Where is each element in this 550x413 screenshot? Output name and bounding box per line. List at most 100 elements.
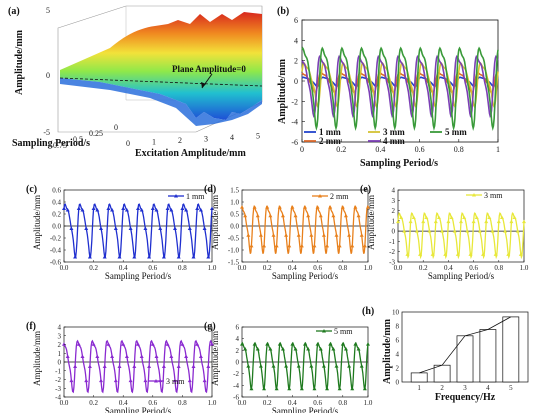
xtick-label: 0.4 [288,399,297,407]
series-marker [362,386,367,391]
series-marker [84,378,89,383]
series-marker [462,215,467,220]
panel-b-legend: 1 mm 3 mm 5 mm 2 mm 4 mm [304,127,467,146]
ytick-label: -0.4 [50,247,62,255]
series-marker [366,342,370,346]
xtick-label: 0.4 [119,264,128,272]
panel-a-xtick: 0 [126,139,130,148]
series-marker [158,226,163,230]
panel-b-xtick: 0.6 [415,145,425,154]
ytick-label: 1 [58,350,62,358]
panel-a-xtick: 4 [230,133,234,142]
series-marker [143,378,148,383]
series-marker [258,364,263,368]
ytick-label: 4 [236,335,240,343]
panel-a-zero-plane-line [59,77,263,87]
series-marker [271,233,276,237]
series-marker [139,354,144,359]
series-marker [169,354,174,359]
series-marker [184,208,189,212]
series-marker [477,229,482,233]
series-marker [280,347,285,351]
series-marker [161,255,166,259]
panel-h-bar [479,329,497,383]
series-marker [350,386,355,391]
series-marker [195,206,200,211]
series-marker [136,342,140,346]
xtick-label: 1.0 [208,264,217,272]
series-marker [396,219,400,224]
panel-a-ytick: 0.5 [73,135,83,144]
ytick-label: 0.0 [230,223,239,231]
series-marker [113,378,118,383]
series-marker [503,229,508,233]
xtick-label: 0.0 [238,264,247,272]
series-marker [452,229,457,233]
series-marker [290,205,295,209]
series-marker [73,364,78,369]
panel-a-xtick: 3 [204,135,208,144]
panel-h-xtick: 5 [509,384,513,392]
series-marker [318,213,323,218]
series-marker [106,342,111,346]
xtick-label: 0.8 [338,264,347,272]
series-marker [165,206,170,211]
ytick-label: 2 [236,347,240,355]
series-marker [325,386,330,391]
panel-b-xlabel: Sampling Period/s [360,158,438,169]
ytick-label: 0.6 [52,187,61,195]
ytick-label: -2 [55,376,61,384]
ytick-label: -1.0 [228,247,240,255]
panel-a-ytick: 0 [114,123,118,132]
series-marker [176,255,181,259]
panel-a-ytick: 0.75 [53,141,67,150]
series-marker [265,205,270,209]
panel-label-e: (e) [360,184,371,195]
series-marker [328,205,333,209]
ytick-label: -2 [233,370,239,378]
series-marker [353,342,358,346]
panel-label-d: (d) [204,184,216,195]
series-marker [474,215,479,220]
series-marker [331,213,336,218]
series-marker [440,229,445,233]
series-marker [268,347,273,351]
series-line [241,205,369,254]
series-marker [340,342,345,346]
series-marker [117,364,122,369]
panel-b-ytick: 6 [294,16,298,25]
legend-label: 3 mm [166,377,185,386]
panel-h-bar [410,372,428,383]
series-marker [262,243,267,248]
xtick-label: 0.0 [60,399,69,407]
series-marker [202,226,207,230]
series-marker [277,205,282,209]
series-marker [362,243,367,248]
series-marker [95,208,100,212]
panel-h-xlabel: Frequency/Hz [435,392,496,403]
panel-a-surface-plot: (a) Plane Amplitude=0 Amplitude/mm Excit… [8,5,263,159]
series-marker [268,213,273,218]
panel-c-line-chart: (c) 0.60.40.20.0-0.2-0.4-0.60.0 0.2 0.4 0.6 0… [26,184,217,281]
series-marker [187,378,192,383]
legend-marker [318,194,322,198]
panel-h-ytick: 8 [396,323,400,331]
series-marker [110,208,115,212]
series-marker [347,364,352,368]
panel-b-xtick: 0.4 [375,145,385,154]
series-marker [262,386,267,391]
series-marker [353,205,358,209]
series-marker [124,208,129,212]
panel-h-xtick: 1 [417,384,421,392]
panel-h-ytick: 6 [396,337,400,345]
series-marker [62,342,66,346]
series-marker [154,208,159,212]
series-marker [284,364,289,368]
panel-a-annotation: Plane Amplitude=0 [172,64,246,74]
series-marker [411,215,416,220]
ytick-label: 4 [392,187,396,195]
panel-label-f: (f) [26,321,36,332]
panel-h-xtick: 2 [440,384,444,392]
panel-b-legend-item: 1 mm [319,127,341,137]
